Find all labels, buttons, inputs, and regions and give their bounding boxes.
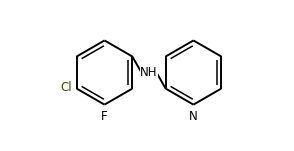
Text: Cl: Cl — [60, 81, 72, 94]
Text: NH: NH — [140, 66, 158, 79]
Text: N: N — [189, 110, 198, 123]
Text: F: F — [101, 110, 108, 123]
